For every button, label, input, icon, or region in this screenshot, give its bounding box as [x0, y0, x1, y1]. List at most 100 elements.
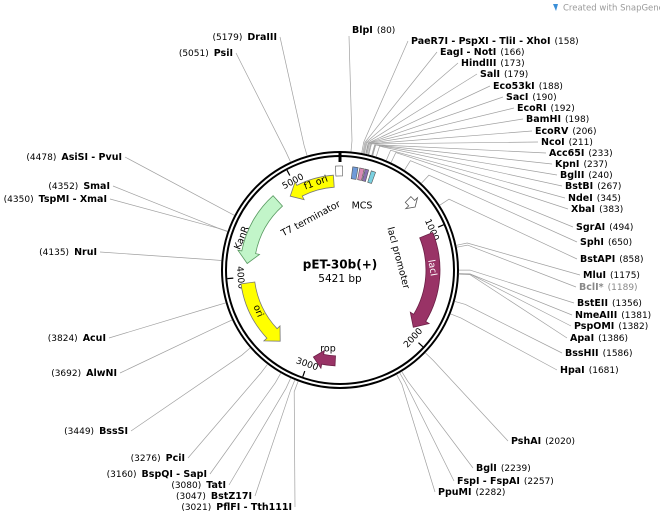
enzyme-name: BclI* — [579, 282, 604, 293]
feature-box — [335, 165, 344, 177]
tick-label: 4000 — [234, 266, 246, 290]
leader-line — [362, 51, 438, 154]
feature-arrow — [312, 349, 336, 370]
feature-label: rop — [320, 344, 336, 355]
leader-line — [375, 145, 563, 187]
enzyme-label: (3692) AlwNI — [51, 368, 117, 379]
leader-line — [254, 379, 296, 497]
enzyme-position: (3276) — [131, 454, 161, 464]
enzyme-position: (1586) — [603, 349, 633, 359]
enzyme-label: EcoRV (206) — [535, 126, 597, 137]
enzyme-name: EcoRI — [517, 103, 547, 114]
leader-line — [124, 156, 235, 216]
enzyme-position: (179) — [504, 70, 528, 80]
enzyme-position: (1386) — [598, 334, 628, 344]
enzyme-label: BamHI (198) — [526, 114, 589, 125]
enzyme-name: BlpI — [352, 25, 373, 36]
leader-line — [363, 62, 459, 154]
enzyme-position: (5051) — [179, 49, 209, 59]
enzyme-label: EagI - NotI (166) — [440, 47, 525, 58]
enzyme-label: PspOMI (1382) — [574, 321, 648, 332]
enzyme-position: (3449) — [64, 427, 94, 437]
leader-line — [368, 141, 539, 155]
enzyme-name: PpuMI — [438, 487, 472, 498]
enzyme-label: PpuMI (2282) — [438, 487, 505, 498]
tick-mark — [418, 342, 424, 348]
leader-line — [450, 313, 558, 371]
enzyme-position: (1681) — [589, 366, 619, 376]
leader-line — [390, 152, 569, 210]
enzyme-name: AlwNI — [86, 368, 117, 379]
leader-line — [371, 144, 553, 165]
enzyme-name: BstZ17I — [211, 491, 252, 502]
enzyme-position: (192) — [551, 104, 575, 114]
enzyme-label: (5179) DraIII — [212, 32, 277, 43]
enzyme-position: (166) — [500, 48, 524, 58]
enzyme-position: (858) — [619, 255, 643, 265]
tick-mark — [302, 370, 306, 377]
enzyme-position: (494) — [609, 223, 633, 233]
feature-label: lacI — [425, 259, 439, 277]
enzyme-position: (211) — [569, 138, 593, 148]
enzyme-label: BssHII (1586) — [565, 348, 633, 359]
enzyme-position: (1356) — [612, 299, 642, 309]
enzyme-position: (173) — [500, 59, 524, 69]
enzyme-name: BstBI — [565, 181, 593, 192]
enzyme-label: KpnI (237) — [555, 159, 608, 170]
enzyme-label: (3047) BstZ17I — [176, 491, 252, 502]
enzyme-label: ApaI (1386) — [570, 333, 628, 344]
leader-line — [454, 301, 563, 354]
enzyme-label: HpaI (1681) — [560, 365, 619, 376]
enzyme-position: (4350) — [4, 195, 34, 205]
leader-line — [99, 251, 222, 261]
tick-mark — [286, 169, 291, 176]
enzyme-position: (158) — [554, 37, 578, 47]
enzyme-name: HpaI — [560, 365, 585, 376]
enzyme-label: Acc65I (233) — [549, 148, 613, 159]
enzyme-position: (3692) — [51, 369, 81, 379]
leader-line — [228, 378, 291, 486]
enzyme-label: (4478) AsiSI - PvuI — [26, 152, 122, 163]
enzyme-label: BstBI (267) — [565, 181, 621, 192]
enzyme-label: (3824) AcuI — [48, 333, 106, 344]
feature-label: MCS — [352, 201, 373, 212]
enzyme-position: (3080) — [171, 481, 201, 491]
enzyme-label: SphI (650) — [580, 237, 632, 248]
leader-line — [187, 364, 268, 459]
enzyme-name: SphI — [580, 237, 604, 248]
enzyme-position: (3021) — [181, 503, 211, 513]
enzyme-name: BglI — [476, 463, 497, 474]
enzyme-label: BglII (240) — [560, 170, 613, 181]
enzyme-label: BstAPI (858) — [580, 254, 644, 265]
enzyme-label: NmeAIII (1381) — [575, 310, 651, 321]
enzyme-position: (233) — [588, 149, 612, 159]
enzyme-label: SgrAI (494) — [576, 222, 633, 233]
enzyme-label: BlpI (80) — [352, 25, 395, 36]
enzyme-position: (2020) — [545, 437, 575, 447]
feature-arrow — [409, 231, 441, 328]
enzyme-label: MluI (1175) — [583, 270, 640, 281]
enzyme-position: (4352) — [48, 182, 78, 192]
leader-line — [396, 374, 436, 493]
leader-line — [385, 149, 566, 199]
enzyme-position: (206) — [572, 127, 596, 137]
leader-line — [425, 352, 509, 442]
enzyme-name: DraIII — [247, 32, 277, 43]
enzyme-label: (3276) PciI — [131, 453, 185, 464]
enzyme-name: PciI — [166, 453, 185, 464]
enzyme-name: PspOMI — [574, 321, 614, 332]
enzyme-name: NmeAIII — [575, 310, 617, 321]
enzyme-position: (267) — [597, 182, 621, 192]
enzyme-name: SalI — [480, 69, 500, 80]
enzyme-label: (4350) TspMI - XmaI — [4, 194, 107, 205]
enzyme-label: NcoI (211) — [541, 137, 593, 148]
enzyme-label: (3160) BspQI - SapI — [107, 469, 207, 480]
enzyme-name: EagI - NotI — [440, 47, 496, 58]
leader-line — [365, 107, 515, 154]
enzyme-label: (4352) SmaI — [48, 181, 110, 192]
enzyme-position: (383) — [599, 205, 623, 215]
enzyme-name: NcoI — [541, 137, 565, 148]
enzyme-position: (240) — [588, 171, 612, 181]
leader-line — [458, 273, 572, 327]
enzyme-label: (4135) NruI — [39, 247, 97, 258]
